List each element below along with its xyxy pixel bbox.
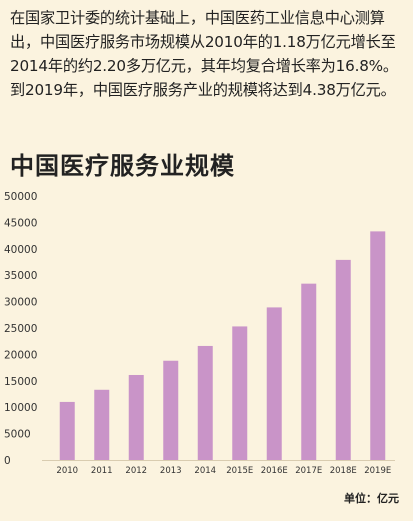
y-tick-label: 5000 [4, 429, 31, 441]
x-tick-label: 2012 [125, 466, 147, 476]
y-axis: 0 5000 10000 15000 20000 25000 30000 35000 40000… [4, 191, 37, 467]
x-tick-label: 2018E [330, 466, 357, 476]
x-tick-label: 2014 [194, 466, 216, 476]
intro-paragraph: 在国家卫计委的统计基础上，中国医药工业信息中心测算出，中国医疗服务市场规模从20… [10, 9, 398, 99]
bar-2019e [370, 231, 386, 460]
y-tick-label: 45000 [4, 217, 37, 229]
x-tick-label: 2017E [295, 466, 322, 476]
y-tick-label: 20000 [4, 349, 37, 361]
y-tick-label: 15000 [4, 376, 37, 388]
chart-title: 中国医疗服务业规模 [10, 152, 235, 180]
bar-2012 [128, 374, 144, 460]
bar-2014 [197, 345, 213, 460]
y-tick-label: 40000 [4, 244, 37, 256]
x-tick-label: 2011 [91, 466, 113, 476]
unit-label: 单位：亿元 [344, 492, 399, 505]
y-tick-label: 25000 [4, 323, 37, 335]
x-tick-label: 2015E [226, 466, 253, 476]
x-tick-label: 2010 [56, 466, 78, 476]
bars [59, 231, 386, 460]
y-tick-label: 35000 [4, 270, 37, 282]
bar-2013 [163, 360, 179, 460]
bar-2015e [232, 326, 248, 460]
y-tick-label: 10000 [4, 402, 37, 414]
x-tick-label: 2016E [261, 466, 288, 476]
y-tick-label: 0 [4, 455, 11, 467]
x-axis: 2010 2011 2012 2013 2014 2015E 2016E 2017E 2018E… [42, 460, 395, 476]
bar-2018e [335, 259, 351, 460]
y-tick-label: 30000 [4, 297, 37, 309]
y-tick-label: 50000 [4, 191, 37, 203]
x-tick-label: 2013 [160, 466, 182, 476]
x-tick-label: 2019E [364, 466, 391, 476]
bar-2017e [301, 283, 317, 460]
bar-2011 [94, 389, 110, 460]
bar-2016e [266, 307, 282, 460]
bar-2010 [59, 401, 75, 460]
